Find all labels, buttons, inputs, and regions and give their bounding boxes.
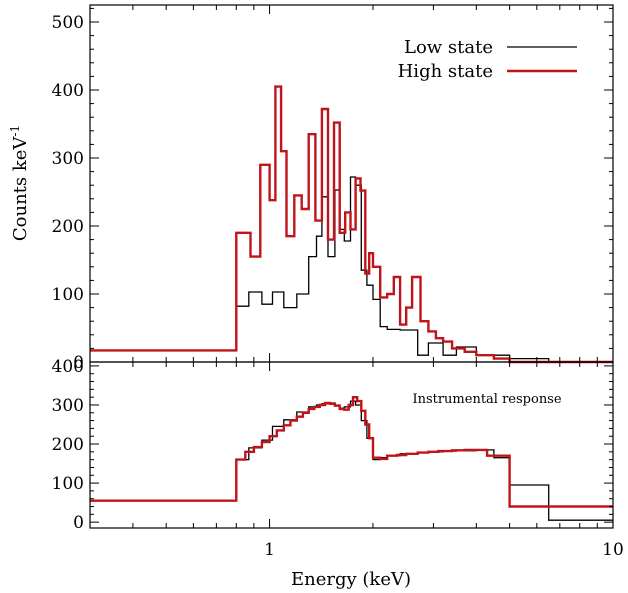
bottom-series-1-line	[90, 396, 613, 508]
legend: Low state High state	[398, 37, 577, 82]
bottom-y-tick-label: 200	[52, 435, 84, 455]
top-y-tick-label: 200	[52, 217, 84, 237]
top-series-1-line	[90, 85, 613, 364]
bottom-panel-frame	[89, 361, 614, 529]
y-axis-label: Counts keV-1	[8, 125, 31, 241]
top-panel-frame	[89, 4, 614, 363]
x-tick-label: 10	[602, 540, 624, 560]
x-axis-label: Energy (keV)	[291, 569, 411, 590]
legend-label-0: Low state	[404, 37, 493, 58]
instrumental-response-annotation: Instrumental response	[412, 392, 561, 407]
top-tick-group: 0 100 200 300 400 500	[52, 5, 614, 373]
bottom-tick-group: 0 100 200 300 400 1 10	[52, 357, 624, 560]
top-series-group	[90, 85, 613, 364]
bottom-series-0-line	[90, 400, 613, 521]
bottom-y-tick-label: 0	[73, 513, 84, 533]
top-y-tick-label: 400	[52, 81, 84, 101]
x-tick-label: 1	[264, 540, 275, 560]
bottom-y-tick-label: 300	[52, 396, 84, 416]
top-panel: 0 100 200 300 400 500 Counts keV-1 Low state H…	[8, 4, 614, 373]
top-series-0-line	[90, 176, 613, 363]
legend-label-1: High state	[398, 61, 493, 82]
top-y-tick-label: 100	[52, 285, 84, 305]
bottom-y-tick-label: 100	[52, 474, 84, 494]
bottom-series-group	[90, 396, 613, 521]
bottom-y-tick-label: 400	[52, 357, 84, 377]
top-y-tick-label: 500	[52, 13, 84, 33]
top-y-tick-label: 300	[52, 149, 84, 169]
top-y-tick-label: 0	[73, 353, 84, 373]
bottom-panel: 0 100 200 300 400 1 10 Instrumental response E…	[52, 357, 624, 590]
